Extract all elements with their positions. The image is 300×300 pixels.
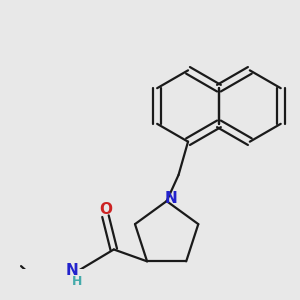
Text: O: O [99, 202, 112, 217]
Text: N: N [165, 191, 178, 206]
Text: H: H [72, 275, 82, 288]
Text: N: N [66, 263, 79, 278]
